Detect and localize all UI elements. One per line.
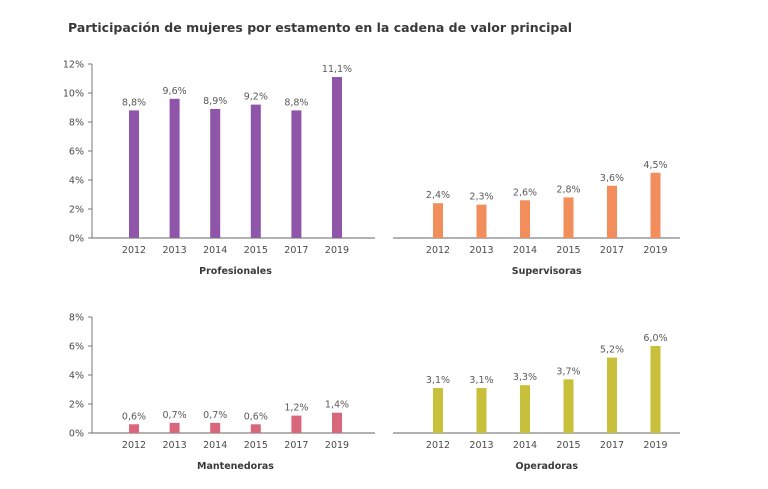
bar [650,346,661,433]
bar [476,388,487,433]
x-tick-label: 2013 [163,440,187,451]
x-tick-label: 2015 [244,440,268,451]
x-tick-label: 2015 [556,245,580,256]
x-tick-label: 2012 [426,245,450,256]
data-label: 1,4% [325,400,349,411]
data-label: 3,7% [556,366,580,377]
chart-title: Participación de mujeres por estamento e… [68,20,573,35]
data-label: 3,6% [600,173,624,184]
y-tick-label: 6% [69,342,84,353]
x-tick-label: 2019 [325,440,349,451]
data-label: 1,2% [284,403,308,414]
data-label: 2,8% [556,184,580,195]
data-label: 3,1% [426,375,450,386]
y-tick-label: 0% [69,429,84,440]
y-tick-label: 4% [69,371,84,382]
bar [476,204,487,238]
x-tick-label: 2013 [469,245,493,256]
x-tick-label: 2012 [122,245,146,256]
data-label: 2,4% [426,190,450,201]
x-tick-label: 2014 [203,440,227,451]
y-tick-label: 2% [69,205,84,216]
group-label: Mantenedoras [197,461,274,472]
y-tick-label: 4% [69,176,84,187]
data-label: 0,7% [163,410,187,421]
bar [169,98,180,238]
bar [210,422,221,433]
data-label: 2,6% [513,187,537,198]
x-tick-label: 2017 [284,245,308,256]
bar [563,379,574,433]
x-tick-label: 2019 [643,440,667,451]
y-tick-label: 8% [69,313,84,324]
bar [607,357,617,433]
y-tick-label: 8% [69,118,84,129]
data-label: 9,6% [163,86,187,97]
bar [332,412,342,433]
x-tick-label: 2015 [556,440,580,451]
data-label: 6,0% [643,333,667,344]
bar [332,77,342,238]
bar [433,203,443,238]
x-tick-label: 2012 [426,440,450,451]
x-tick-label: 2017 [600,440,624,451]
data-label: 3,1% [469,375,493,386]
bar [433,388,443,433]
y-tick-label: 6% [69,147,84,158]
group-label: Operadoras [516,461,579,472]
bar [650,172,661,238]
data-label: 5,2% [600,345,624,356]
bar [520,385,530,433]
data-label: 8,8% [284,97,308,108]
bar [250,104,261,238]
y-tick-label: 10% [63,89,84,100]
bar [210,108,221,238]
data-label: 0,6% [244,411,268,422]
x-tick-label: 2014 [513,440,537,451]
x-tick-label: 2013 [163,245,187,256]
x-tick-label: 2017 [284,440,308,451]
bar [169,422,180,433]
bar [607,185,617,238]
y-tick-label: 2% [69,400,84,411]
data-label: 8,9% [203,96,227,107]
x-tick-label: 2019 [643,245,667,256]
bar [291,110,302,238]
x-tick-label: 2017 [600,245,624,256]
group-label: Profesionales [199,266,272,277]
bar [129,110,139,238]
x-tick-label: 2013 [469,440,493,451]
y-tick-label: 12% [63,60,84,71]
data-label: 2,3% [469,192,493,203]
y-tick-label: 0% [69,234,84,245]
x-tick-label: 2014 [203,245,227,256]
data-label: 8,8% [122,97,146,108]
data-label: 11,1% [322,64,352,75]
group-label: Supervisoras [512,266,582,277]
bar [520,200,530,238]
data-label: 3,3% [513,372,537,383]
bar [291,415,302,433]
bar [563,197,574,238]
bar [250,424,261,433]
x-tick-label: 2012 [122,440,146,451]
data-label: 0,6% [122,411,146,422]
x-tick-label: 2014 [513,245,537,256]
data-label: 9,2% [244,92,268,103]
data-label: 4,5% [643,160,667,171]
x-tick-label: 2015 [244,245,268,256]
x-tick-label: 2019 [325,245,349,256]
data-label: 0,7% [203,410,227,421]
bar [129,424,139,433]
